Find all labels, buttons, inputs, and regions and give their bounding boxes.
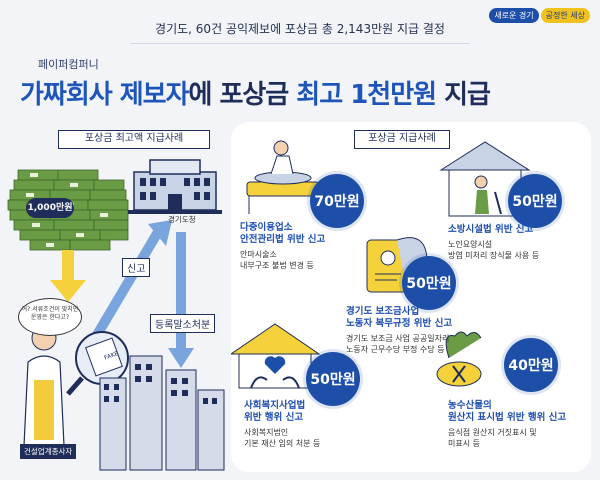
amount-badge-3: 50만원 xyxy=(402,256,456,310)
arrow-down-icon xyxy=(50,250,86,302)
food-icon xyxy=(436,331,482,387)
case-4-title-line-2: 위반 행위 신고 xyxy=(244,412,304,423)
case-1: 다중이용업소 안전관리법 위반 신고 안마시술소 내부구조 불법 변경 등 xyxy=(240,222,325,271)
brand-right: 공정한 세상 xyxy=(540,8,590,23)
case-3: 경기도 보조금사업 노동자 복무규정 위반 신고 경기도 보조금 사업 공공일자… xyxy=(346,306,452,355)
brand-left: 새로운 경기 xyxy=(489,8,539,23)
case-3-title-line-1: 경기도 보조금사업 xyxy=(346,306,420,317)
case-2-desc-line-1: 노인요양시설 xyxy=(448,240,493,249)
worker-icon xyxy=(23,325,65,447)
case-5-title-line-1: 농수산물의 xyxy=(448,400,492,411)
case-1-desc-line-2: 내부구조 불법 변경 등 xyxy=(240,261,314,270)
case-5-desc-line-2: 미표시 등 xyxy=(448,439,480,448)
company-label: 페이퍼컴퍼니 xyxy=(38,58,99,71)
amount-badge-1: 70만원 xyxy=(310,174,364,228)
dispose-label: 등록말소처분 xyxy=(150,314,216,333)
building-icon xyxy=(128,159,222,214)
worker-label: 건설업계종사자 xyxy=(20,444,77,459)
magnifier-icon xyxy=(66,331,129,396)
headline-part-c: 최고 1천만원 xyxy=(296,80,437,110)
headline-part-d: 지급 xyxy=(436,80,491,110)
case-2: 소방시설법 위반 신고 노인요양시설 방염 미처리 장식물 사용 등 xyxy=(448,224,539,261)
case-1-title-line-1: 다중이용업소 xyxy=(240,222,293,233)
heart-house-icon xyxy=(231,323,321,389)
report-label: 신고 xyxy=(122,258,151,277)
case-5-desc-line-1: 음식점 원산지 거짓표시 및 xyxy=(448,428,537,437)
money-label: 1,000만원 xyxy=(26,198,74,218)
case-4-desc-line-1: 사회복지법인 xyxy=(244,428,289,437)
case-3-desc-line-2: 노동자 근무수당 부정 수당 등 xyxy=(346,345,445,354)
case-1-title-line-2: 안전관리법 위반 신고 xyxy=(240,234,326,245)
case-3-desc-line-1: 경기도 보조금 사업 공공일자리 xyxy=(346,334,450,343)
case-5-title-line-2: 원산지 표시법 위반 행위 신고 xyxy=(448,412,567,423)
case-4-title-line-1: 사회복지사업법 xyxy=(244,400,306,411)
case-4: 사회복지사업법 위반 행위 신고 사회복지법인 기본 재산 임의 처분 등 xyxy=(244,400,320,449)
magnifier-text: FAKE xyxy=(103,350,119,362)
headline: 가짜회사 제보자에 포상금 최고 1천만원 지급 xyxy=(20,74,580,111)
case-2-title-line-1: 소방시설법 위반 신고 xyxy=(448,224,534,235)
building-label: 경기도청 xyxy=(168,215,196,224)
case-4-desc-line-2: 기본 재산 임의 처분 등 xyxy=(244,439,321,448)
speech-bubble: 어? 서류조건이 맞지만 운영은 한다고? xyxy=(18,298,82,336)
subtitle: 경기도, 60건 공익제보에 포상금 총 2,143만원 지급 결정 xyxy=(130,20,470,44)
case-5: 농수산물의 원산지 표시법 위반 행위 신고 음식점 원산지 거짓표시 및 미표… xyxy=(448,400,566,449)
arrow-down-blue-icon xyxy=(168,232,194,368)
amount-badge-5: 40만원 xyxy=(504,338,558,392)
headline-part-b: 에 포상금 xyxy=(188,80,297,110)
amount-badge-4: 50만원 xyxy=(306,352,360,406)
amount-badge-2: 50만원 xyxy=(508,174,562,228)
left-section-label: 포상금 최고액 지급사례 xyxy=(58,130,210,149)
headline-part-a: 가짜회사 제보자 xyxy=(20,80,189,110)
brand-logo: 새로운 경기 공정한 세상 xyxy=(489,8,590,23)
case-2-desc-line-2: 방염 미처리 장식물 사용 등 xyxy=(448,251,540,260)
case-1-desc-line-1: 안마시술소 xyxy=(240,250,277,259)
case-3-title-line-2: 노동자 복무규정 위반 신고 xyxy=(346,318,453,329)
right-section-label: 포상금 지급사례 xyxy=(354,130,450,149)
arrow-up-icon xyxy=(83,220,172,353)
city-icon xyxy=(99,355,225,471)
massage-icon xyxy=(246,140,320,214)
